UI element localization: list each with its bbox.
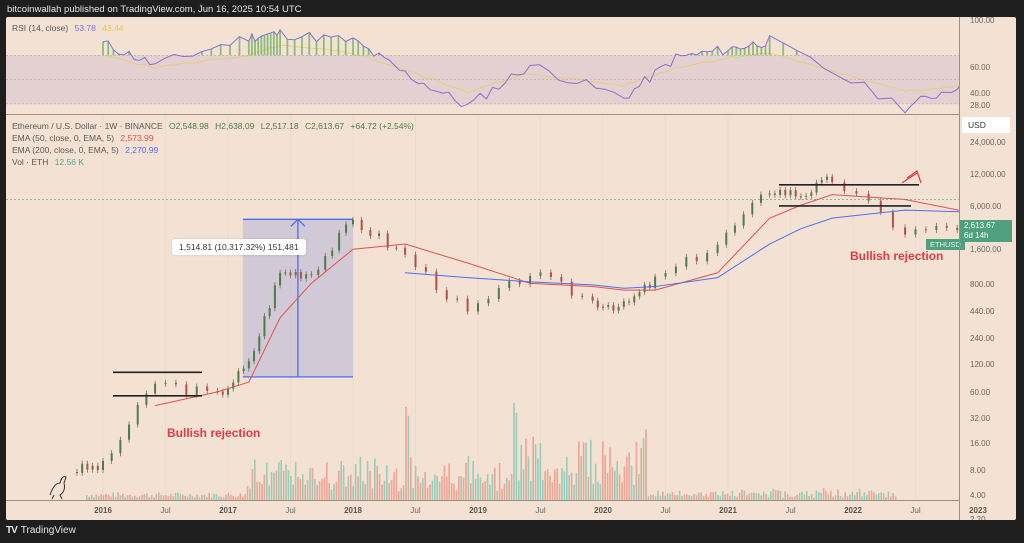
symbol-price-tag: ETHUSD [926,239,965,250]
left-rejection-label[interactable]: Bullish rejection [167,426,261,440]
footer: TV TradingView [6,525,76,536]
volume-legend: Vol · ETH 12.56 K [12,157,88,167]
change-value: +64.72 (+2.54%) [350,121,414,131]
publisher-line: bitcoinwallah published on TradingView.c… [7,4,302,15]
ema50-label: EMA (50, close, 0, EMA, 5) [12,133,115,143]
rsi-label: RSI (14, close) [12,23,69,33]
rsi-legend: RSI (14, close) 53.78 43.44 [12,23,128,33]
rsi-ma-value: 43.44 [102,23,124,33]
time-tick: Jul [285,506,296,515]
price-tick: 8.00 [970,466,986,475]
price-tick: 24,000.00 [970,138,1006,147]
time-tick: 2017 [219,506,237,515]
close-value: C2,613.67 [304,121,345,131]
rsi-tick: 40.00 [970,89,991,98]
ema200-value: 2,270.99 [125,145,159,155]
time-tick: 2022 [844,506,862,515]
tradingview-logo-icon: TV [6,525,18,536]
time-tick: Jul [535,506,546,515]
time-tick: 2021 [719,506,737,515]
rsi-tick: 60.00 [970,63,991,72]
price-tick: 1,600.00 [970,245,1002,254]
ema50-value: 2,573.99 [120,133,154,143]
right-rejection-label[interactable]: Bullish rejection [850,249,944,263]
high-value: H2,638.09 [215,121,255,131]
price-plot [6,115,959,500]
chart-frame: RSI (14, close) 53.78 43.44 Ethereum / U… [6,17,1016,520]
brand-name: TradingView [20,525,76,536]
price-tick: 440.00 [970,307,995,316]
ema200-label: EMA (200, close, 0, EMA, 5) [12,145,119,155]
last-price-tag: 2,613.67 6d 14h [960,220,1012,242]
price-tick: 4.00 [970,491,986,500]
price-tick: 800.00 [970,280,995,289]
price-tick: 32.00 [970,414,991,423]
price-tick: 6,000.00 [970,202,1002,211]
low-value: L2,517.18 [260,121,299,131]
price-pane[interactable]: Ethereum / U.S. Dollar · 1W · BINANCE O2… [6,115,959,500]
bar-countdown: 6d 14h [964,231,989,240]
price-legend: Ethereum / U.S. Dollar · 1W · BINANCE O2… [12,121,418,131]
price-tick: 240.00 [970,334,995,343]
rsi-tick: 28.00 [970,101,991,110]
time-tick: Jul [910,506,921,515]
price-axis[interactable]: 100.00 60.00 40.00 28.00 USD 24,000.00 12… [959,17,1016,520]
price-tick: 60.00 [970,388,991,397]
volume-value: 12.56 K [54,157,85,167]
ema200-legend: EMA (200, close, 0, EMA, 5) 2,270.99 [12,145,162,155]
rsi-tick: 100.00 [970,17,995,25]
time-tick: Jul [660,506,671,515]
open-value: O2,548.98 [169,121,209,131]
price-tick: 120.00 [970,360,995,369]
time-tick: 2016 [94,506,112,515]
time-tick: Jul [785,506,796,515]
time-axis[interactable]: 2016 Jul 2017 Jul 2018 Jul 2019 Jul 2020 Jul 2021 J… [6,500,987,520]
time-tick: Jul [410,506,421,515]
last-price: 2,613.67 [964,221,996,230]
symbol-title: Ethereum / U.S. Dollar · 1W · BINANCE [12,121,163,131]
time-tick: 2018 [344,506,362,515]
price-tick: 2.20 [970,515,986,520]
price-tick: 16.00 [970,439,991,448]
rsi-value: 53.78 [74,23,96,33]
measure-label[interactable]: 1,514.81 (10,317.32%) 151,481 [172,239,306,255]
time-tick: Jul [160,506,171,515]
time-tick: 2020 [594,506,612,515]
time-tick: 2023 [969,506,987,515]
price-tick: 12,000.00 [970,170,1006,179]
currency-button[interactable]: USD [962,117,1010,133]
rsi-plot [6,28,959,114]
time-tick: 2019 [469,506,487,515]
volume-label: Vol · ETH [12,157,49,167]
rsi-pane[interactable]: RSI (14, close) 53.78 43.44 [6,17,959,115]
ema50-legend: EMA (50, close, 0, EMA, 5) 2,573.99 [12,133,158,143]
